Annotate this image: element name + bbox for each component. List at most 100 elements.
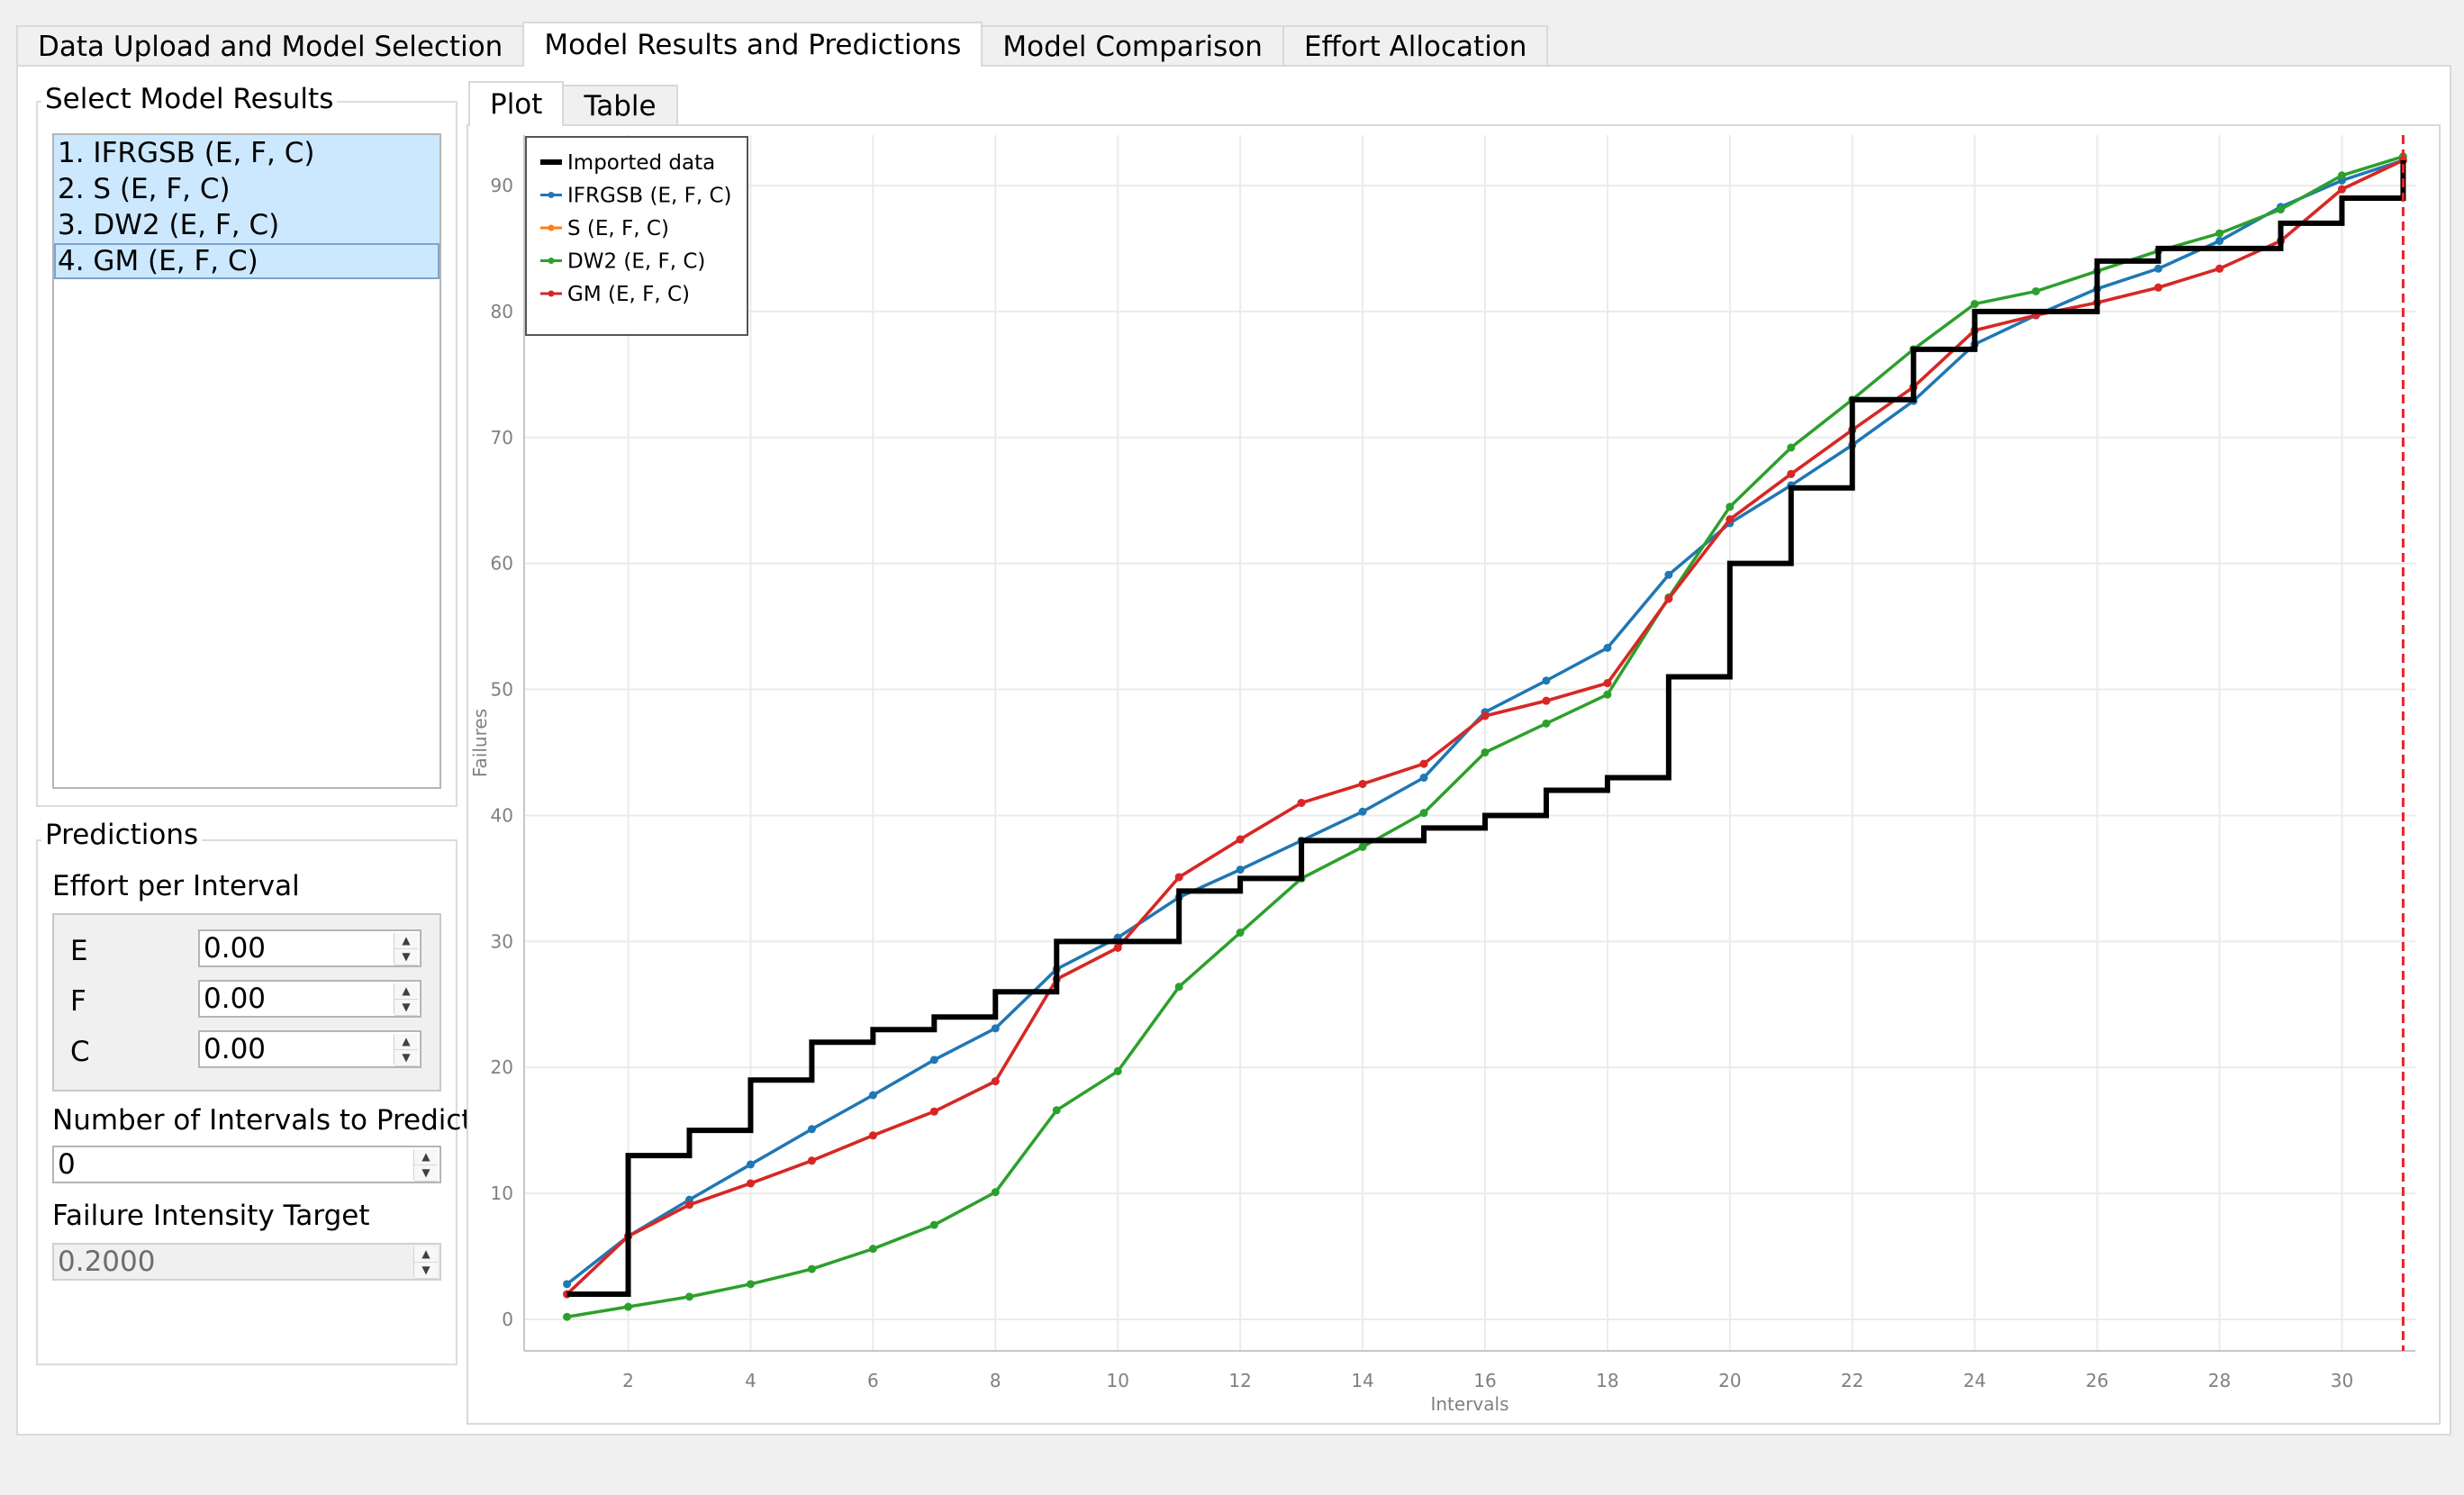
- legend-label: S (E, F, C): [567, 217, 669, 240]
- intervals-to-predict-label: Number of Intervals to Predict: [52, 1104, 473, 1137]
- effort-c-label: C: [70, 1036, 90, 1068]
- tab-model-results[interactable]: Model Results and Predictions: [522, 22, 983, 67]
- x-tick-label: 4: [745, 1370, 756, 1391]
- spin-up-icon[interactable]: ▲: [414, 1149, 438, 1165]
- model-results-title: Select Model Results: [41, 83, 338, 115]
- x-tick-label: 12: [1228, 1370, 1251, 1391]
- legend-label: DW2 (E, F, C): [567, 250, 705, 274]
- x-tick-label: 26: [2086, 1370, 2108, 1391]
- effort-f-label: F: [70, 985, 86, 1018]
- model-list-item[interactable]: 1. IFRGSB (E, F, C): [54, 135, 439, 171]
- data-point: [991, 1077, 1000, 1086]
- subtab-plot[interactable]: Plot: [468, 81, 565, 126]
- spin-down-icon[interactable]: ▼: [414, 1165, 438, 1182]
- data-point: [1726, 503, 1735, 512]
- legend-label: GM (E, F, C): [567, 283, 690, 306]
- x-tick-label: 20: [1718, 1370, 1741, 1391]
- model-list-item[interactable]: 4. GM (E, F, C): [54, 243, 439, 279]
- x-tick-label: 22: [1841, 1370, 1863, 1391]
- legend-marker: [548, 224, 555, 231]
- intervals-to-predict-value: 0: [58, 1148, 76, 1181]
- effort-e-label: E: [70, 935, 88, 967]
- data-point: [868, 1131, 877, 1140]
- failures-chart[interactable]: 2 4 6 8 10 12 14 16 18 20 22 24 26 28 3001020304050607…: [468, 126, 2439, 1423]
- x-tick-label: 2: [622, 1370, 634, 1391]
- data-point: [2337, 171, 2346, 180]
- model-list-item[interactable]: 3. DW2 (E, F, C): [54, 207, 439, 243]
- spin-up-icon[interactable]: ▲: [394, 933, 418, 949]
- data-point: [1174, 983, 1183, 992]
- x-tick-label: 30: [2331, 1370, 2353, 1391]
- predictions-title: Predictions: [41, 819, 203, 851]
- tab-model-comparison[interactable]: Model Comparison: [981, 25, 1284, 67]
- effort-c-stepper[interactable]: ▲ ▼: [394, 1034, 418, 1066]
- effort-e-spinbox[interactable]: 0.00 ▲ ▼: [198, 929, 421, 967]
- data-point: [807, 1125, 816, 1134]
- model-results-panel: Select Model Results 1. IFRGSB (E, F, C)…: [16, 65, 2451, 1436]
- spin-down-icon[interactable]: ▼: [394, 1000, 418, 1016]
- data-point: [1419, 759, 1428, 768]
- tab-data-upload[interactable]: Data Upload and Model Selection: [16, 25, 525, 67]
- data-point: [1297, 798, 1306, 807]
- data-point: [2154, 283, 2163, 292]
- x-tick-label: 18: [1596, 1370, 1618, 1391]
- spin-down-icon: ▼: [414, 1263, 438, 1279]
- effort-f-spinbox[interactable]: 0.00 ▲ ▼: [198, 980, 421, 1018]
- data-point: [991, 1188, 1000, 1197]
- model-results-list[interactable]: 1. IFRGSB (E, F, C) 2. S (E, F, C) 3. DW…: [52, 133, 441, 789]
- y-tick-label: 0: [502, 1309, 513, 1330]
- effort-e-value: 0.00: [204, 932, 267, 965]
- failure-intensity-label: Failure Intensity Target: [52, 1200, 370, 1232]
- data-point: [563, 1312, 572, 1321]
- failure-intensity-spinbox: 0.2000 ▲ ▼: [52, 1243, 441, 1281]
- data-point: [1970, 299, 1979, 308]
- x-tick-label: 14: [1351, 1370, 1373, 1391]
- data-point: [1664, 594, 1673, 603]
- y-tick-label: 30: [491, 930, 513, 952]
- spin-up-icon: ▲: [414, 1246, 438, 1263]
- tab-effort-allocation[interactable]: Effort Allocation: [1282, 25, 1549, 67]
- data-point: [1419, 809, 1428, 818]
- effort-c-spinbox[interactable]: 0.00 ▲ ▼: [198, 1030, 421, 1068]
- data-point: [1358, 779, 1367, 788]
- spin-down-icon[interactable]: ▼: [394, 949, 418, 965]
- data-point: [684, 1201, 693, 1210]
- x-tick-label: 16: [1473, 1370, 1496, 1391]
- data-point: [868, 1245, 877, 1254]
- spin-up-icon[interactable]: ▲: [394, 983, 418, 1000]
- effort-f-stepper[interactable]: ▲ ▼: [394, 983, 418, 1016]
- legend-label: Imported data: [567, 151, 715, 175]
- data-point: [1358, 807, 1367, 816]
- x-tick-label: 28: [2208, 1370, 2231, 1391]
- intervals-stepper[interactable]: ▲ ▼: [413, 1149, 438, 1182]
- data-point: [746, 1160, 755, 1169]
- data-point: [563, 1280, 572, 1289]
- data-point: [1113, 1066, 1122, 1075]
- effort-c-value: 0.00: [204, 1033, 267, 1065]
- subtab-table[interactable]: Table: [562, 85, 678, 126]
- data-point: [1419, 773, 1428, 782]
- data-point: [684, 1292, 693, 1301]
- spin-up-icon[interactable]: ▲: [394, 1034, 418, 1050]
- x-tick-label: 6: [867, 1370, 879, 1391]
- x-tick-label: 8: [990, 1370, 1001, 1391]
- x-axis-title: Intervals: [1430, 1393, 1508, 1415]
- data-point: [1236, 929, 1245, 938]
- data-point: [746, 1179, 755, 1188]
- effort-e-stepper[interactable]: ▲ ▼: [394, 933, 418, 965]
- failure-intensity-stepper: ▲ ▼: [413, 1246, 438, 1279]
- intervals-to-predict-spinbox[interactable]: 0 ▲ ▼: [52, 1146, 441, 1183]
- data-point: [2215, 237, 2224, 246]
- data-point: [746, 1280, 755, 1289]
- main-tab-bar: Data Upload and Model Selection Model Re…: [16, 22, 1549, 67]
- spin-down-icon[interactable]: ▼: [394, 1050, 418, 1066]
- plot-subtab-bar: Plot Table: [468, 81, 678, 126]
- model-list-item[interactable]: 2. S (E, F, C): [54, 171, 439, 207]
- y-tick-label: 40: [491, 804, 513, 826]
- effort-per-interval-label: Effort per Interval: [52, 870, 300, 902]
- y-tick-label: 60: [491, 553, 513, 575]
- effort-f-value: 0.00: [204, 983, 267, 1015]
- y-tick-label: 20: [491, 1056, 513, 1078]
- x-tick-label: 10: [1106, 1370, 1128, 1391]
- data-point: [1542, 719, 1551, 728]
